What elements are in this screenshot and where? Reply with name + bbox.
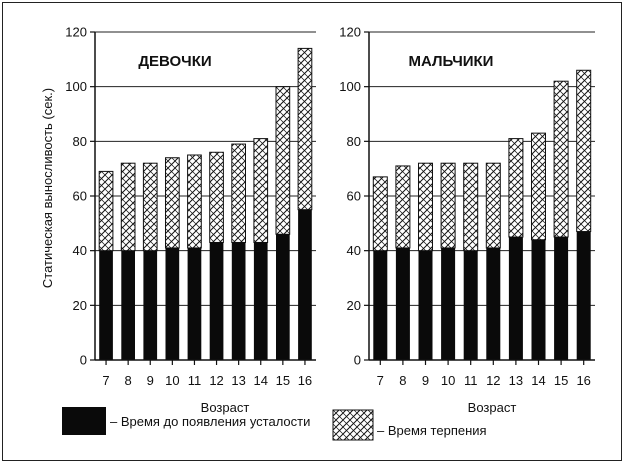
bar-endurance-girls-12 [209,151,224,243]
bar-fatigue-girls-8 [121,250,136,360]
bar-endurance-boys-14 [530,132,547,241]
y-tick-label: 20 [347,298,361,313]
x-tick-label: 12 [486,373,500,388]
legend: – Время до появления усталости – Время т… [62,407,487,441]
x-tick-label: 12 [209,373,223,388]
bar-fatigue-boys-12 [486,247,501,360]
y-tick-label: 40 [73,243,87,258]
bar-endurance-boys-13 [508,138,524,238]
chart-title-girls: ДЕВОЧКИ [138,53,211,70]
bar-fatigue-boys-8 [395,247,410,360]
legend-label-fatigue: – Время до появления усталости [110,414,310,429]
bar-endurance-boys-8 [395,165,411,249]
x-tick-label: 16 [298,373,312,388]
bar-fatigue-girls-15 [275,234,290,360]
bar-endurance-girls-7 [98,170,114,252]
y-tick-label: 80 [347,134,361,149]
y-tick-label: 80 [73,134,87,149]
bar-endurance-boys-9 [417,162,434,252]
x-tick-label: 10 [441,373,455,388]
x-tick-label: 13 [231,373,245,388]
bar-fatigue-girls-7 [99,250,113,360]
bar-endurance-boys-15 [553,80,569,238]
chart-panel-boys: МАЛЬЧИКИ Возраст 0 20 40 60 80 100 120 7 8 9 10 11 1… [339,25,595,415]
x-tick-label: 15 [276,373,290,388]
bar-endurance-girls-16 [297,47,313,211]
bar-fatigue-girls-9 [143,250,158,360]
x-tick-label: 16 [576,373,590,388]
bar-fatigue-boys-11 [463,250,478,360]
x-axis-label-boys: Возраст [468,400,517,415]
bar-fatigue-boys-10 [441,247,456,360]
bar-endurance-boys-11 [463,162,479,252]
x-tick-label: 8 [399,373,406,388]
bar-fatigue-boys-13 [508,237,523,360]
x-tick-label: 7 [102,373,109,388]
bar-fatigue-girls-11 [187,247,202,360]
bar-endurance-boys-7 [372,176,388,252]
bar-endurance-girls-14 [253,138,269,243]
y-tick-label: 120 [65,25,87,40]
x-tick-label: 9 [147,373,154,388]
x-tick-label: 11 [464,373,478,388]
x-tick-label: 7 [377,373,384,388]
bar-fatigue-girls-16 [298,209,312,360]
x-tick-label: 14 [531,373,545,388]
bar-fatigue-girls-14 [253,242,268,360]
bar-fatigue-boys-15 [554,237,569,360]
x-tick-label: 8 [125,373,132,388]
y-tick-label: 60 [73,189,87,204]
x-axis-label-girls: Возраст [201,400,250,415]
legend-label-endurance: – Время терпения [377,423,487,438]
x-tick-label: 15 [554,373,568,388]
bar-fatigue-boys-14 [531,239,546,360]
y-tick-label: 120 [339,25,361,40]
legend-swatch-endurance [332,409,374,441]
bar-endurance-girls-8 [120,162,136,252]
bar-endurance-girls-11 [187,154,202,249]
x-tick-label: 14 [254,373,268,388]
x-tick-label: 13 [509,373,523,388]
chart-panel-girls: ДЕВОЧКИ Возраст 0 20 40 60 80 100 120 7 8 9 10 11 12… [65,25,316,415]
bar-fatigue-boys-7 [373,250,388,360]
y-tick-label: 0 [80,353,87,368]
y-tick-label: 100 [65,79,87,94]
x-tick-label: 11 [188,373,202,388]
y-tick-label: 100 [339,79,361,94]
bar-endurance-girls-10 [164,157,180,249]
bar-fatigue-boys-9 [418,250,433,360]
bar-endurance-girls-13 [231,143,247,243]
bar-endurance-boys-12 [485,162,501,249]
bar-fatigue-boys-16 [576,231,591,360]
bar-fatigue-girls-10 [165,247,180,360]
bar-endurance-boys-16 [576,69,592,233]
y-tick-label: 40 [347,243,361,258]
bar-endurance-girls-9 [142,162,158,252]
bar-endurance-girls-15 [275,86,291,235]
y-axis-label: Статическая выносливость (сек.) [40,88,55,288]
bar-endurance-boys-10 [440,162,456,249]
y-tick-label: 0 [354,353,361,368]
legend-swatch-fatigue [62,407,106,435]
bar-fatigue-girls-13 [231,242,246,360]
y-tick-label: 20 [73,298,87,313]
y-tick-label: 60 [347,189,361,204]
x-tick-label: 9 [422,373,429,388]
figure-frame [2,2,622,461]
chart-title-boys: МАЛЬЧИКИ [409,53,494,70]
bar-fatigue-girls-12 [209,242,224,360]
x-tick-label: 10 [165,373,179,388]
